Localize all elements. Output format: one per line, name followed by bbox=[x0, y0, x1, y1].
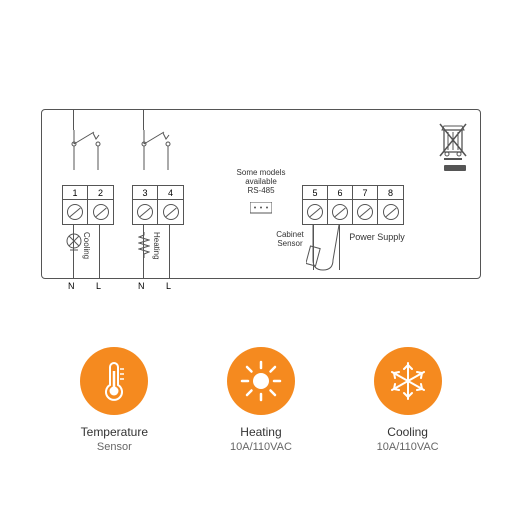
feature-title: Heating bbox=[201, 425, 321, 439]
n-label-1: N bbox=[68, 281, 75, 291]
lamp-icon bbox=[65, 232, 83, 254]
cabinet-sensor-label: Cabinet Sensor bbox=[270, 230, 310, 248]
terminal-2: 2 bbox=[88, 186, 113, 200]
thermometer-icon bbox=[80, 347, 148, 415]
cooling-vlabel: Cooling bbox=[82, 232, 91, 259]
heating-vlabel: Heating bbox=[152, 232, 161, 260]
rs485-connector-icon bbox=[250, 202, 272, 214]
terminal-block-2: 3 4 bbox=[132, 185, 184, 225]
features-row: Temperature Sensor bbox=[41, 347, 481, 453]
feature-subtitle: 10A/110VAC bbox=[201, 441, 321, 453]
l-label-2: L bbox=[166, 281, 171, 291]
power-supply-label: Power Supply bbox=[342, 232, 412, 242]
snowflake-icon bbox=[374, 347, 442, 415]
terminal-7: 7 bbox=[353, 186, 377, 200]
terminal-8: 8 bbox=[378, 186, 403, 200]
feature-cooling: Cooling 10A/110VAC bbox=[348, 347, 468, 453]
l-label-1: L bbox=[96, 281, 101, 291]
terminal-5: 5 bbox=[303, 186, 327, 200]
sensor-icon bbox=[306, 225, 346, 275]
indicator-bar bbox=[444, 165, 466, 171]
terminal-block-1: 1 2 bbox=[62, 185, 114, 225]
feature-subtitle: Sensor bbox=[54, 441, 174, 453]
rs485-label: Some models available RS-485 bbox=[227, 168, 295, 195]
resistor-icon bbox=[138, 232, 150, 258]
terminal-3: 3 bbox=[133, 186, 157, 200]
terminal-block-3: 5 6 7 8 bbox=[302, 185, 404, 225]
n-label-2: N bbox=[138, 281, 145, 291]
sun-icon bbox=[227, 347, 295, 415]
diagram-box: 1 2 3 4 5 6 7 8 bbox=[41, 109, 481, 279]
feature-heating: Heating 10A/110VAC bbox=[201, 347, 321, 453]
feature-temperature: Temperature Sensor bbox=[54, 347, 174, 453]
feature-subtitle: 10A/110VAC bbox=[348, 441, 468, 453]
switch-left bbox=[60, 130, 120, 170]
wiring-diagram: 10A/110VAC 10A/110VAC 1 2 bbox=[31, 109, 491, 453]
weee-icon bbox=[438, 120, 468, 160]
switch-right bbox=[130, 130, 190, 170]
terminal-1: 1 bbox=[63, 186, 87, 200]
terminal-6: 6 bbox=[328, 186, 352, 200]
feature-title: Cooling bbox=[348, 425, 468, 439]
feature-title: Temperature bbox=[54, 425, 174, 439]
terminal-4: 4 bbox=[158, 186, 183, 200]
